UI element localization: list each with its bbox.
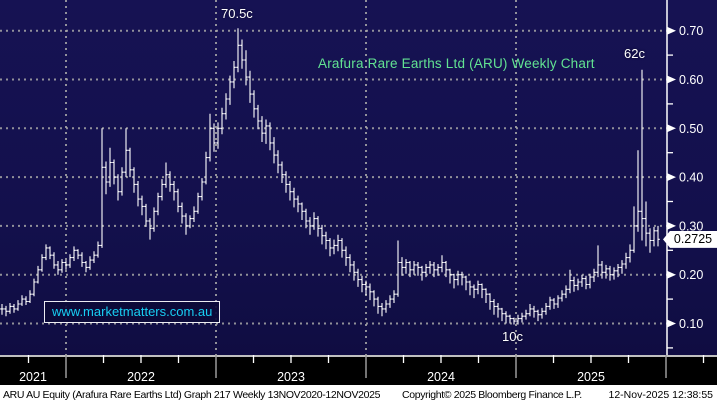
year-label: 2023 <box>277 370 305 384</box>
y-axis-label: 0.70 <box>679 24 703 38</box>
year-label: 2025 <box>577 370 605 384</box>
price-chart-plot-area[interactable]: 0.70 0.60 0.50 0.40 0.30 0.20 0.10 <box>0 0 717 355</box>
y-axis-arrow-icon <box>667 75 676 84</box>
footer-bar: ARU AU Equity (Arafura Rare Earths Ltd) … <box>0 385 717 405</box>
y-axis-label: 0.10 <box>679 317 703 331</box>
y-axis-arrow-icon <box>667 26 676 35</box>
y-axis-arrow-icon <box>667 270 676 279</box>
y-axis-arrow-icon <box>667 124 676 133</box>
y-axis-label: 0.20 <box>679 268 703 282</box>
year-label: 2024 <box>427 370 455 384</box>
annotation-spike-price: 62c <box>624 46 645 61</box>
chart-title: Arafura Rare Earths Ltd (ARU) Weekly Cha… <box>318 56 595 71</box>
footer-security-info: ARU AU Equity (Arafura Rare Earths Ltd) … <box>3 389 381 401</box>
y-axis-label: 0.50 <box>679 122 703 136</box>
y-axis-label: 0.30 <box>679 219 703 233</box>
footer-timestamp: 12-Nov-2025 12:38:55 <box>608 389 714 401</box>
year-label: 2022 <box>127 370 155 384</box>
annotation-peak-price: 70.5c <box>221 6 253 21</box>
y-axis-label: 0.60 <box>679 73 703 87</box>
y-axis-label: 0.40 <box>679 171 703 185</box>
x-axis-strip: 2021 2022 2023 2024 2025 <box>0 355 717 385</box>
annotation-low-price: 10c <box>502 329 523 344</box>
ohlc-bars <box>0 28 660 325</box>
y-axis-arrow-icon <box>667 319 676 328</box>
last-price-flag: 0.2725 <box>663 230 717 248</box>
footer-copyright: Copyright© 2025 Bloomberg Finance L.P. <box>402 389 582 401</box>
watermark-link[interactable]: www.marketmatters.com.au <box>44 301 221 323</box>
y-axis-arrow-icon <box>667 221 676 230</box>
y-axis-arrow-icon <box>667 173 676 182</box>
year-label: 2021 <box>19 370 47 384</box>
